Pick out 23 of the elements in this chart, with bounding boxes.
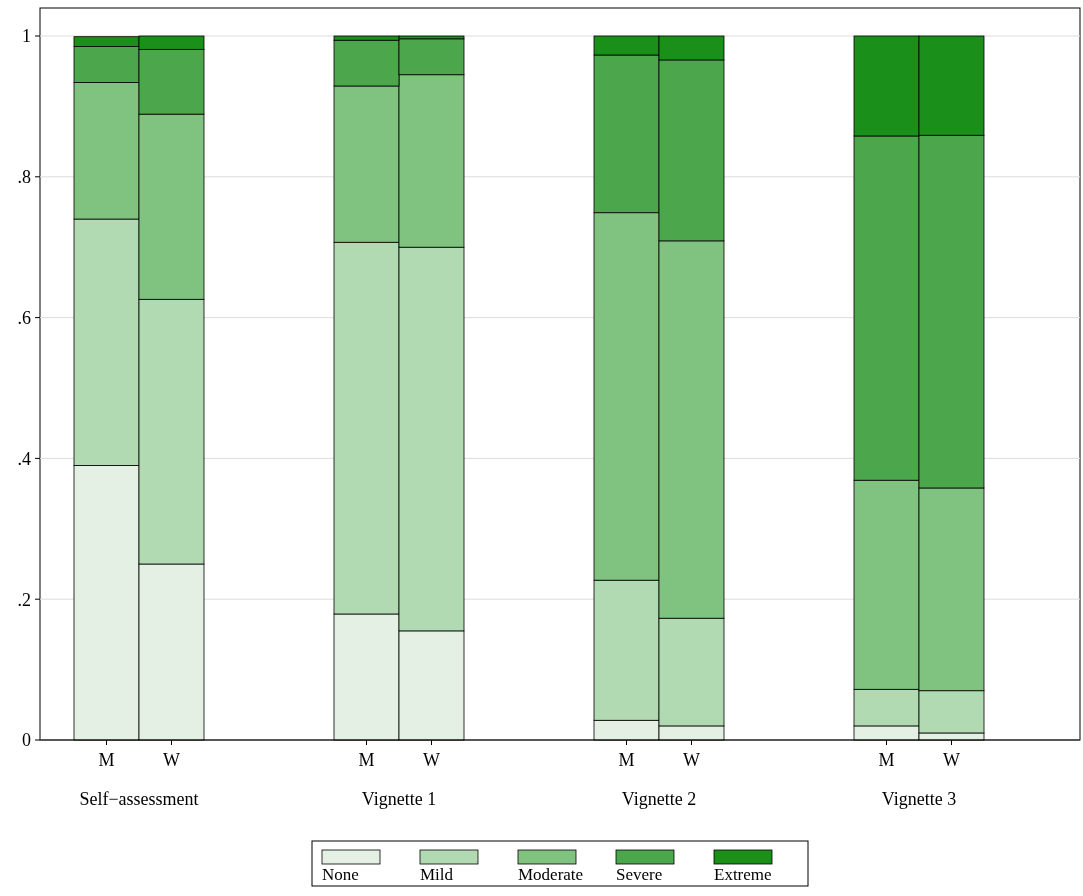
x-tick-label: W xyxy=(163,750,180,770)
y-tick-label: .8 xyxy=(17,167,31,188)
x-tick-label: M xyxy=(878,750,895,770)
x-tick-label: M xyxy=(618,750,635,770)
x-tick-label: M xyxy=(98,750,115,770)
text: Vignette 2 xyxy=(621,789,697,809)
x-tick-label: W xyxy=(683,750,700,770)
y-tick-label: .6 xyxy=(17,307,31,328)
legend-label: Moderate xyxy=(518,865,584,884)
text: Vignette 1 xyxy=(361,789,437,809)
x-tick-label: W xyxy=(423,750,440,770)
legend-label: Mild xyxy=(420,865,454,884)
text: Vignette 3 xyxy=(881,789,957,809)
y-tick-label: 1 xyxy=(22,26,31,47)
y-tick-label: .4 xyxy=(17,448,31,469)
legend-label: None xyxy=(322,865,359,884)
text: Self−assessment xyxy=(79,789,199,809)
x-tick-label: W xyxy=(943,750,960,770)
legend-label: Severe xyxy=(616,865,663,884)
legend-label: Extreme xyxy=(714,865,772,884)
y-tick-label: .2 xyxy=(17,589,31,610)
y-tick-label: 0 xyxy=(22,730,31,751)
x-tick-label: M xyxy=(358,750,375,770)
